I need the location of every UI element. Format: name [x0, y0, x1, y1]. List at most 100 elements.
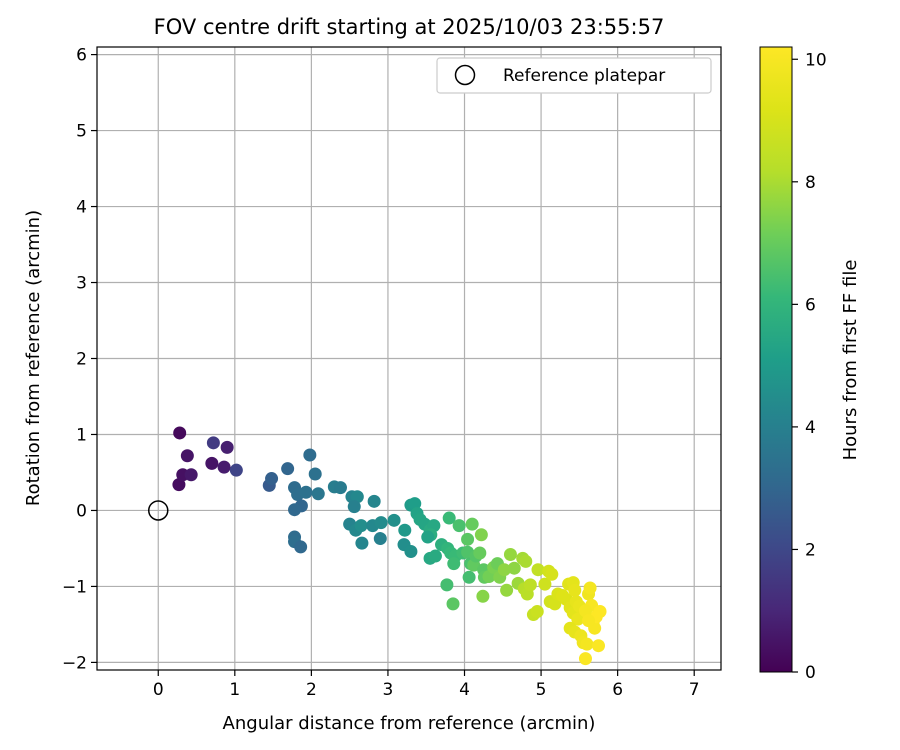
data-point [442, 511, 456, 525]
legend-label: Reference platepar [503, 66, 665, 86]
colorbar-ticks: 0 2 4 6 8 10 [792, 50, 827, 683]
data-point [206, 436, 220, 450]
data-point [500, 583, 514, 597]
data-point [173, 426, 187, 440]
data-point [205, 456, 219, 470]
data-point [440, 578, 454, 592]
x-tick-label: 6 [612, 680, 623, 700]
data-point [347, 500, 361, 514]
data-point [217, 460, 231, 474]
data-point [591, 639, 605, 653]
y-tick-label: 1 [76, 425, 87, 445]
data-point [333, 481, 347, 495]
data-point [474, 528, 488, 542]
data-point [582, 614, 596, 628]
data-point [373, 532, 387, 546]
data-point [428, 549, 442, 563]
y-tick-label: −1 [62, 577, 87, 597]
colorbar-tick-label: 2 [805, 540, 816, 560]
data-point [408, 497, 422, 511]
y-tick-label: −2 [62, 653, 87, 673]
data-point [265, 472, 279, 486]
x-tick-label: 5 [536, 680, 547, 700]
data-point [497, 563, 511, 577]
data-point [461, 532, 475, 546]
data-point [507, 561, 521, 575]
data-point [398, 523, 412, 537]
data-point [462, 570, 476, 584]
data-point [311, 487, 325, 501]
data-point [523, 578, 537, 592]
x-tick-label: 7 [689, 680, 700, 700]
x-tick-label: 1 [229, 680, 240, 700]
data-point [548, 597, 562, 611]
reference-marker [148, 500, 169, 521]
colorbar-tick-label: 0 [805, 663, 816, 683]
colorbar-tick-label: 6 [805, 295, 816, 315]
y-tick-label: 5 [76, 122, 87, 142]
data-point [578, 652, 592, 666]
y-tick-label: 2 [76, 350, 87, 370]
data-point [387, 513, 401, 527]
x-axis-ticks: 0 1 2 3 4 5 6 7 [153, 670, 700, 700]
data-point [465, 517, 479, 531]
legend-box [436, 57, 712, 94]
data-point [580, 637, 594, 651]
data-point [568, 583, 582, 597]
data-point [446, 597, 460, 611]
chart-title: FOV centre drift starting at 2025/10/03 … [154, 15, 665, 39]
y-axis-ticks: −2 −1 0 1 2 3 4 5 6 [62, 46, 97, 673]
data-point [571, 612, 585, 626]
data-point [294, 540, 308, 554]
data-point [229, 463, 243, 477]
x-tick-label: 0 [153, 680, 164, 700]
y-tick-label: 3 [76, 274, 87, 294]
legend-marker [454, 64, 476, 86]
data-point [519, 554, 533, 568]
data-point [299, 485, 313, 499]
data-point [172, 478, 186, 492]
data-point [421, 530, 435, 544]
colorbar-label: Hours from first FF file [840, 260, 861, 461]
colorbar-tick-label: 8 [805, 173, 816, 193]
data-point [354, 519, 368, 533]
data-point [530, 604, 544, 618]
y-axis-label: Rotation from reference (arcmin) [23, 210, 44, 506]
data-point [180, 449, 194, 463]
data-point [593, 604, 607, 618]
y-tick-label: 4 [76, 198, 87, 218]
data-point [583, 581, 597, 595]
legend: Reference platepar [436, 57, 712, 94]
data-point [303, 448, 317, 462]
reference-marker-group [148, 500, 169, 521]
data-point [281, 462, 295, 476]
y-tick-label: 6 [76, 46, 87, 66]
colorbar-tick-label: 10 [805, 50, 827, 70]
colorbar-tick-label: 4 [805, 418, 816, 438]
data-point [578, 604, 592, 618]
x-tick-label: 2 [306, 680, 317, 700]
x-tick-label: 4 [459, 680, 470, 700]
y-tick-label: 0 [76, 501, 87, 521]
data-point [184, 468, 198, 482]
data-point [355, 536, 369, 550]
data-point [473, 546, 487, 560]
data-point [374, 516, 388, 530]
data-point [367, 494, 381, 508]
data-point [503, 548, 517, 562]
data-point [476, 589, 490, 603]
x-axis-label: Angular distance from reference (arcmin) [223, 713, 596, 734]
data-point [288, 503, 302, 517]
data-point [220, 440, 234, 454]
x-tick-label: 3 [383, 680, 394, 700]
data-points [172, 426, 607, 666]
data-point [350, 490, 364, 504]
colorbar [759, 46, 793, 673]
data-point [452, 519, 466, 533]
data-point [545, 567, 559, 581]
data-point [447, 557, 461, 571]
data-point [538, 577, 552, 591]
data-point [308, 467, 322, 481]
data-point [404, 544, 418, 558]
